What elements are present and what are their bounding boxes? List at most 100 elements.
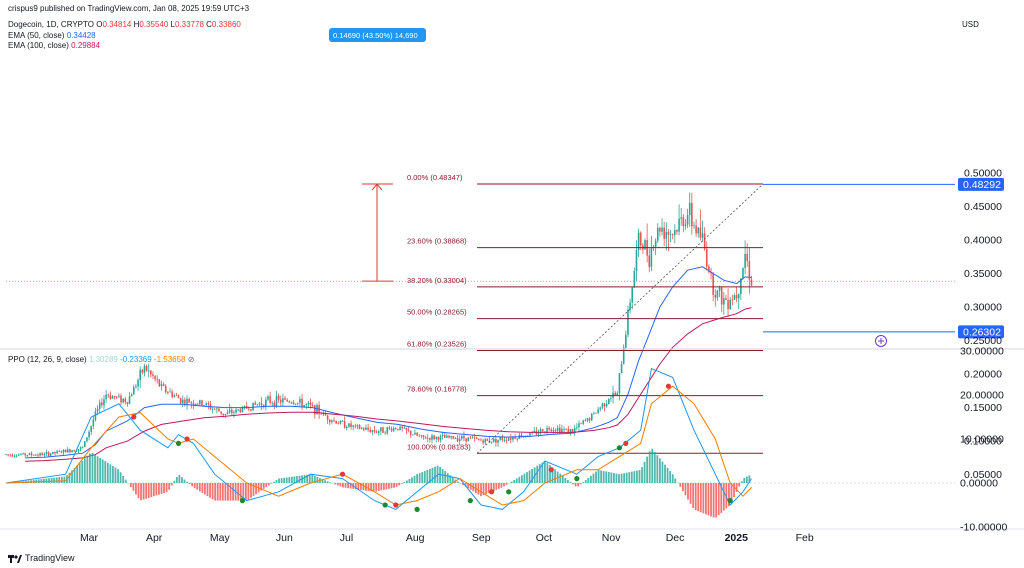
- ppo-histogram-bar: [712, 483, 715, 518]
- ppo-histogram-bar: [306, 474, 309, 483]
- ppo-histogram-bar: [214, 483, 217, 501]
- ppo-histogram-bar: [165, 483, 168, 493]
- ppo-histogram: [7, 448, 751, 518]
- ppo-histogram-bar: [656, 455, 659, 483]
- ppo-histogram-bar: [574, 483, 577, 487]
- candle-body: [252, 402, 254, 411]
- ppo-histogram-bar: [94, 454, 96, 483]
- candle-body: [17, 454, 20, 456]
- ppo-histogram-bar: [280, 478, 283, 483]
- ppo-value-1: 1.30289: [88, 355, 118, 364]
- candle-body: [86, 437, 88, 442]
- candle-body: [471, 437, 474, 439]
- ppo-histogram-bar: [375, 483, 378, 492]
- ppo-histogram-bar: [303, 475, 306, 483]
- candle-body: [32, 454, 35, 456]
- price-axis-tick: 0.30000: [964, 302, 1002, 314]
- ppo-histogram-bar: [290, 476, 293, 483]
- ppo-histogram-bar: [566, 480, 569, 483]
- candle-body: [499, 437, 501, 440]
- candle-body: [66, 449, 69, 453]
- ppo-histogram-bar: [451, 477, 454, 483]
- ppo-histogram-bar: [653, 452, 656, 483]
- candle-body: [328, 419, 331, 423]
- ema50-legend: EMA (50, close) 0.34428: [8, 31, 96, 40]
- candle-body: [150, 370, 152, 375]
- candle-body: [77, 449, 80, 452]
- candle-body: [288, 401, 291, 403]
- candle-body: [495, 438, 497, 443]
- ppo-histogram-bar: [114, 467, 117, 483]
- candle-body: [207, 403, 210, 405]
- ppo-histogram-bar: [219, 483, 222, 501]
- ppo-histogram-bar: [112, 466, 114, 483]
- ppo-settings-icon[interactable]: ⊘: [187, 355, 195, 364]
- candle-body: [301, 398, 303, 408]
- candle-body: [316, 405, 318, 415]
- ppo-histogram-bar: [610, 472, 613, 483]
- ppo-pane[interactable]: [5, 367, 955, 518]
- candle-body: [426, 437, 429, 439]
- ppo-histogram-bar: [423, 471, 426, 483]
- low-label: L: [170, 20, 175, 29]
- candle-body: [130, 394, 133, 397]
- candle-body: [625, 334, 627, 348]
- candle-body: [137, 380, 139, 387]
- ppo-histogram-bar: [697, 483, 700, 512]
- candle-body: [403, 427, 406, 429]
- ppo-histogram-bar: [73, 467, 76, 483]
- candle-body: [712, 273, 714, 295]
- ppo-histogram-bar: [380, 483, 383, 491]
- ppo-histogram-bar: [579, 483, 582, 485]
- candle-body: [693, 225, 695, 227]
- ppo-histogram-bar: [393, 483, 395, 488]
- candle-body: [220, 411, 222, 414]
- ppo-histogram-bar: [168, 483, 171, 490]
- candle-body: [297, 402, 299, 404]
- candle-body: [335, 420, 337, 424]
- ppo-histogram-bar: [227, 483, 229, 501]
- ppo-histogram-bar: [170, 483, 173, 486]
- ppo-histogram-bar: [278, 478, 280, 483]
- candle-body: [725, 298, 727, 300]
- candle-body: [514, 436, 516, 439]
- candle-body: [661, 227, 663, 232]
- ppo-histogram-bar: [572, 483, 574, 485]
- ppo-histogram-bar: [722, 483, 725, 511]
- ppo-histogram-bar: [221, 483, 224, 501]
- fib-retracement: 0.00% (0.48347) 23.60% (0.38868) 38.20% (0…: [407, 173, 764, 454]
- price-axis-tick: 0.05000: [964, 469, 1002, 481]
- candle-body: [386, 427, 389, 434]
- candle-body: [367, 427, 369, 430]
- ema50-value: 0.34428: [66, 31, 96, 40]
- candle-body: [733, 295, 736, 300]
- ppo-histogram-bar: [109, 464, 112, 483]
- ppo-histogram-bar: [441, 468, 444, 483]
- ppo-histogram-bar: [561, 475, 564, 483]
- candle-body: [192, 403, 195, 406]
- candle-body: [133, 387, 135, 395]
- candle-body: [22, 453, 24, 455]
- candle-body: [458, 438, 461, 442]
- candle-body: [299, 398, 301, 403]
- candle-body: [507, 438, 510, 441]
- ppo-histogram-bar: [308, 474, 311, 483]
- candle-body: [120, 395, 122, 403]
- price-axis-tick: 0.35000: [964, 268, 1002, 280]
- candle-body: [627, 309, 629, 335]
- candle-body: [416, 432, 418, 436]
- candle-body: [122, 398, 124, 403]
- ppo-histogram-bar: [275, 480, 278, 483]
- candle-body: [124, 398, 127, 403]
- price-pane[interactable]: 0.00% (0.48347) 23.60% (0.38868) 38.20% (0…: [5, 28, 1004, 462]
- candle-body: [740, 278, 742, 294]
- ppo-histogram-bar: [239, 483, 242, 501]
- ppo-histogram-bar: [260, 483, 263, 491]
- candle-body: [126, 402, 129, 404]
- ppo-histogram-bar: [605, 471, 608, 483]
- ppo-bearish-cross-marker: [489, 489, 495, 495]
- ppo-bullish-cross-marker: [175, 440, 182, 446]
- candle-body: [286, 399, 288, 402]
- ppo-histogram-bar: [459, 483, 462, 484]
- ppo-histogram-bar: [595, 471, 597, 483]
